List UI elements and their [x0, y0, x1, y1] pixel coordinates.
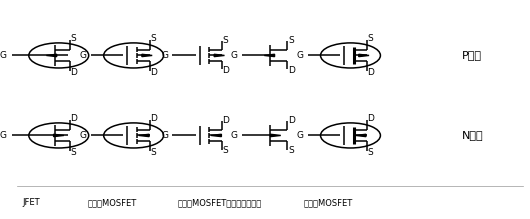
Text: S: S: [223, 146, 228, 155]
Text: G: G: [296, 131, 303, 140]
Text: D: D: [288, 116, 295, 125]
Text: S: S: [151, 148, 156, 157]
Text: D: D: [222, 116, 229, 125]
Polygon shape: [46, 54, 57, 57]
Text: D: D: [70, 68, 77, 77]
Text: D: D: [367, 68, 374, 77]
Text: G: G: [80, 131, 86, 140]
Text: D: D: [367, 114, 374, 123]
Text: G: G: [0, 51, 6, 60]
Text: D: D: [288, 66, 295, 75]
Text: N沟道: N沟道: [462, 131, 483, 140]
Polygon shape: [264, 54, 275, 57]
Text: S: S: [367, 148, 373, 157]
Polygon shape: [270, 134, 281, 137]
Text: G: G: [296, 51, 303, 60]
Text: G: G: [80, 51, 86, 60]
Text: G: G: [161, 51, 168, 60]
Text: S: S: [151, 34, 156, 43]
Text: 增强型MOSFET（基极不绘出）: 增强型MOSFET（基极不绘出）: [178, 198, 262, 207]
Text: P沟道: P沟道: [462, 50, 481, 60]
Text: G: G: [231, 131, 238, 140]
Polygon shape: [142, 54, 152, 57]
Text: S: S: [70, 34, 76, 43]
Text: D: D: [222, 66, 229, 75]
Text: JFET: JFET: [23, 198, 40, 207]
Text: 耗尽式MOSFET: 耗尽式MOSFET: [304, 198, 354, 207]
Text: S: S: [223, 36, 228, 45]
Text: S: S: [70, 148, 76, 157]
Polygon shape: [139, 134, 149, 137]
Polygon shape: [359, 54, 369, 57]
Text: S: S: [288, 36, 294, 45]
Text: D: D: [150, 114, 157, 123]
Text: G: G: [231, 51, 238, 60]
Text: D: D: [150, 68, 157, 77]
Text: G: G: [0, 131, 6, 140]
Polygon shape: [211, 134, 222, 137]
Text: G: G: [161, 131, 168, 140]
Text: S: S: [288, 146, 294, 155]
Text: S: S: [367, 34, 373, 43]
Polygon shape: [356, 134, 366, 137]
Text: D: D: [70, 114, 77, 123]
Polygon shape: [54, 134, 64, 137]
Text: 增强型MOSFET: 增强型MOSFET: [87, 198, 136, 207]
Polygon shape: [214, 54, 225, 57]
